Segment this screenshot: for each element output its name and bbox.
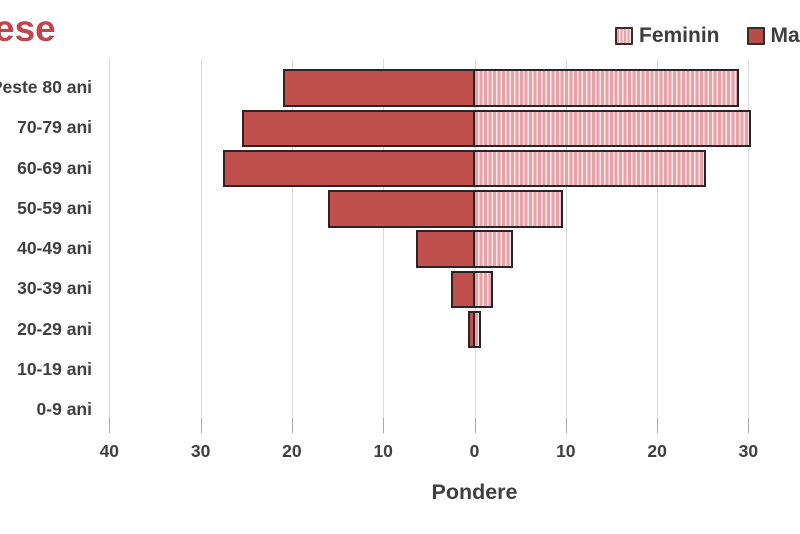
x-tick-label: 30 xyxy=(190,441,211,461)
x-axis-tick xyxy=(383,418,385,433)
feminin-swatch-icon xyxy=(615,27,633,45)
y-label-70-79-ani: 70-79 ani xyxy=(17,117,92,138)
x-tick-label: 10 xyxy=(373,441,393,461)
bar-feminin-60-69-ani xyxy=(472,149,707,188)
bar-masculin-50-59-ani xyxy=(328,190,477,228)
y-label-10-19-ani: 10-19 ani xyxy=(17,358,92,379)
legend-item-feminin: Feminin xyxy=(615,24,720,48)
legend-item-masculin: Masculin xyxy=(746,24,800,48)
chart-title-fragment: ese xyxy=(0,8,56,49)
gridline-10 xyxy=(383,59,385,418)
y-label-60-69-ani: 60-69 ani xyxy=(17,157,92,178)
x-axis-tick xyxy=(657,418,659,433)
bar-feminin-30-39-ani xyxy=(472,270,493,308)
bar-masculin-30-39-ani xyxy=(450,270,477,308)
x-tick-label: 20 xyxy=(647,441,667,461)
x-tick-label: 40 xyxy=(99,441,120,461)
bar-masculin-peste-80-ani xyxy=(282,69,477,107)
bar-feminin-20-29-ani xyxy=(472,310,481,349)
bar-feminin-70-79-ani xyxy=(472,109,752,147)
x-axis-tick xyxy=(474,418,476,433)
y-label-peste-80-ani: Peste 80 ani xyxy=(0,77,92,97)
y-label-30-39-ani: 30-39 ani xyxy=(17,278,92,299)
gridline-20 xyxy=(657,59,659,418)
gridline-10 xyxy=(565,59,567,418)
bar-masculin-70-79-ani xyxy=(241,109,477,147)
x-axis-tick xyxy=(109,418,111,433)
gridline-30 xyxy=(748,59,750,418)
x-axis-tick xyxy=(748,418,750,433)
x-tick-label: 0 xyxy=(469,441,480,461)
gridline-30 xyxy=(200,59,202,418)
legend-label-feminin: Feminin xyxy=(639,24,720,47)
bar-feminin-peste-80-ani xyxy=(472,69,740,107)
bar-feminin-40-49-ani xyxy=(472,230,513,268)
x-axis-tick xyxy=(200,418,202,433)
bar-masculin-60-69-ani xyxy=(223,149,477,188)
x-axis-title: Pondere xyxy=(431,480,518,504)
gridline-40 xyxy=(109,59,111,418)
legend-label-masculin: Masculin xyxy=(770,24,800,47)
masculin-swatch-icon xyxy=(746,27,765,45)
x-tick-label: 30 xyxy=(738,441,759,461)
x-axis-tick xyxy=(565,418,567,433)
x-tick-label: 10 xyxy=(556,441,576,461)
x-axis-tick xyxy=(291,418,293,433)
bar-masculin-40-49-ani xyxy=(416,230,477,268)
x-tick-label: 20 xyxy=(282,441,302,461)
y-label-50-59-ani: 50-59 ani xyxy=(17,197,92,218)
bar-feminin-50-59-ani xyxy=(472,190,564,228)
y-label-0-9-ani: 0-9 ani xyxy=(36,399,92,419)
gridline-20 xyxy=(291,59,293,418)
y-label-20-29-ani: 20-29 ani xyxy=(17,318,92,339)
y-label-40-49-ani: 40-49 ani xyxy=(17,238,92,258)
legend: Feminin Masculin xyxy=(615,24,800,48)
